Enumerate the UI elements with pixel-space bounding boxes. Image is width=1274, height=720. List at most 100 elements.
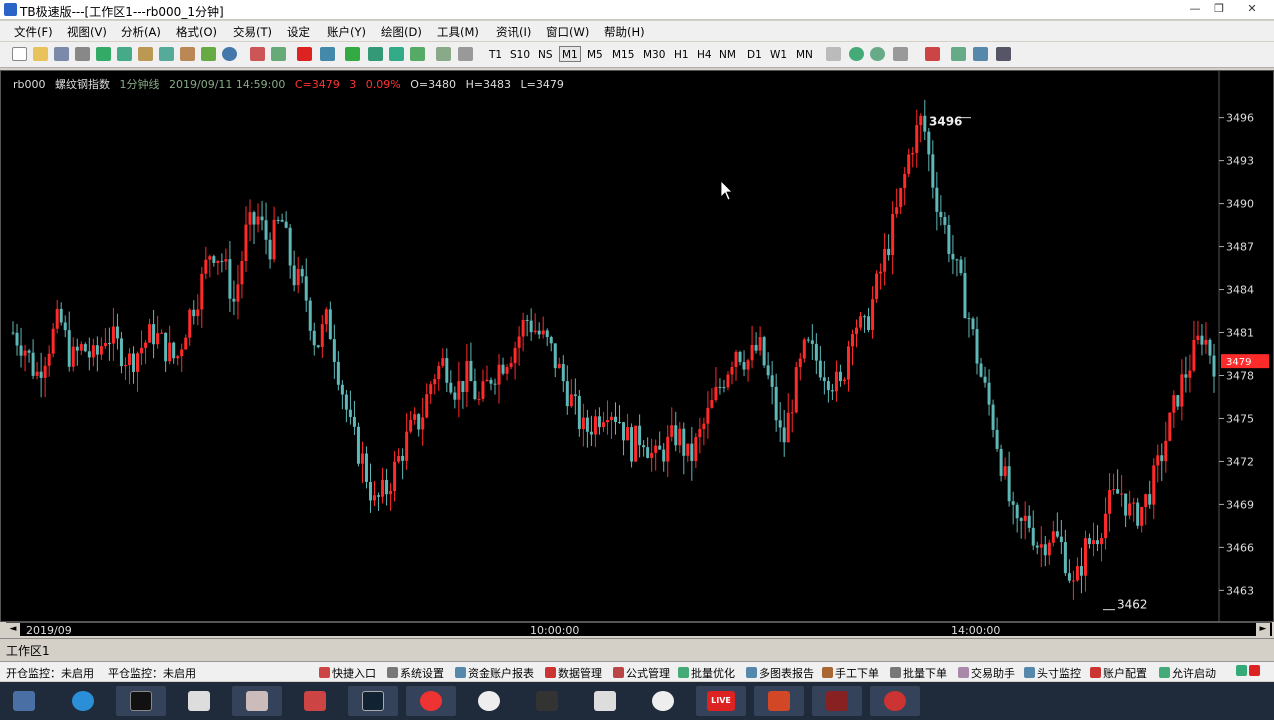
period-w1[interactable]: W1 [770,49,788,61]
globe-icon[interactable] [222,47,237,61]
start-button[interactable] [2,686,46,716]
menu-settings[interactable]: 设定 [287,25,310,39]
taskbar-app-2[interactable] [290,686,340,716]
menu-tools[interactable]: 工具(M) [437,25,479,39]
taskbar-terminal[interactable] [116,686,166,716]
taskbar-tb-chart[interactable] [348,686,398,716]
period-s10[interactable]: S10 [510,49,531,61]
stack-icon[interactable] [951,47,966,61]
ohlc-icon[interactable] [389,47,404,61]
allow-start-button[interactable]: 允许启动 [1159,665,1216,681]
candle-body [457,381,461,400]
settings-icon[interactable] [893,47,908,61]
menu-info[interactable]: 资讯(I) [496,25,532,39]
candle-body [891,214,895,256]
formula-management-button[interactable]: 公式管理 [613,665,670,681]
candle-body [91,345,95,358]
scroll-left-arrow[interactable]: ◄ [6,623,20,636]
fund-report-button[interactable]: 资金账户报表 [455,665,534,681]
scroll-right-arrow[interactable]: ► [1256,623,1270,636]
menu-window[interactable]: 窗口(W) [546,25,590,39]
candle-body [939,211,943,218]
manual-order-button[interactable]: 手工下单 [822,665,879,681]
candle-body [288,227,292,266]
taskbar-chat[interactable] [638,686,688,716]
grid-icon[interactable] [96,47,111,61]
taskbar-recorder[interactable] [406,686,456,716]
account-config-button[interactable]: 账户配置 [1090,665,1147,681]
taskbar-calculator[interactable] [580,686,630,716]
save-icon[interactable] [54,47,69,61]
trade-assistant-button[interactable]: 交易助手 [958,665,1015,681]
taskbar-files[interactable] [232,686,282,716]
chart-template-icon[interactable] [117,47,132,61]
monitor-icon[interactable] [996,47,1011,61]
period-m30[interactable]: M30 [643,49,666,61]
period-m5[interactable]: M5 [587,49,603,61]
candle-body [429,384,433,395]
menu-trade[interactable]: 交易(T) [233,25,272,39]
period-m1[interactable]: M1 [559,46,581,62]
period-h4[interactable]: H4 [697,49,712,61]
new-file-icon[interactable] [12,47,27,61]
period-mn[interactable]: MN [796,49,813,61]
indicator-icon[interactable] [159,47,174,61]
taskbar-app-6[interactable] [870,686,920,716]
batch-optimize-button[interactable]: 批量优化 [678,665,735,681]
stop-icon[interactable] [297,47,312,61]
menu-view[interactable]: 视图(V) [67,25,107,39]
menu-help[interactable]: 帮助(H) [604,25,645,39]
layout-icon[interactable] [138,47,153,61]
ruler-icon[interactable] [271,47,286,61]
candlestick-icon[interactable] [345,47,360,61]
menu-draw[interactable]: 绘图(D) [381,25,422,39]
bank-icon[interactable] [180,47,195,61]
quick-entry-button[interactable]: 快捷入口 [319,665,376,681]
refresh-icon[interactable] [849,47,864,61]
menu-account[interactable]: 账户(Y) [327,25,366,39]
system-settings-button[interactable]: 系统设置 [387,665,444,681]
multi-chart-report-button[interactable]: 多图表报告 [746,665,814,681]
batch-order-button[interactable]: 批量下单 [890,665,947,681]
network-icon[interactable] [973,47,988,61]
list-icon[interactable] [458,47,473,61]
position-monitor-button[interactable]: 头寸监控 [1024,665,1081,681]
candle-body [1116,489,1120,494]
taskbar-browser[interactable] [58,686,108,716]
bar-chart-icon[interactable] [368,47,383,61]
period-ns[interactable]: NS [538,49,553,61]
zoom-out-icon[interactable] [826,47,841,61]
draw-tool-icon[interactable] [250,47,265,61]
home-icon[interactable] [925,47,940,61]
print-icon[interactable] [75,47,90,61]
taskbar-app-1[interactable] [174,686,224,716]
tab-workspace-1[interactable]: 工作区1 [6,644,50,658]
taskbar-powerpoint[interactable] [754,686,804,716]
period-d1[interactable]: D1 [747,49,762,61]
panel-icon[interactable] [436,47,451,61]
minimize-button[interactable]: — [1189,2,1201,15]
data-management-button[interactable]: 数据管理 [545,665,602,681]
taskbar-live[interactable]: LIVE [696,686,746,716]
taskbar-app-3[interactable] [464,686,514,716]
taskbar-app-5[interactable] [812,686,862,716]
menu-file[interactable]: 文件(F) [14,25,53,39]
close-button[interactable]: ✕ [1247,2,1257,15]
formula-icon[interactable] [201,47,216,61]
time-axis-scrollbar[interactable]: ◄ 2019/09 10:00:00 14:00:00 ► [6,622,1272,637]
period-nm[interactable]: NM [719,49,736,61]
open-folder-icon[interactable] [33,47,48,61]
period-t1[interactable]: T1 [489,49,503,61]
period-m15[interactable]: M15 [612,49,635,61]
menu-analysis[interactable]: 分析(A) [121,25,161,39]
taskbar-app-4[interactable] [522,686,572,716]
menu-format[interactable]: 格式(O) [176,25,218,39]
account-icon[interactable] [320,47,335,61]
candle-body [477,398,481,400]
candle-body [826,381,830,391]
line-chart-icon[interactable] [410,47,425,61]
sync-icon[interactable] [870,47,885,61]
period-h1[interactable]: H1 [674,49,689,61]
restore-button[interactable]: ❐ [1214,2,1224,15]
price-chart[interactable]: 3496 3493 3490 3487 3484 3481 3478 3475 3472 3469… [0,70,1274,622]
